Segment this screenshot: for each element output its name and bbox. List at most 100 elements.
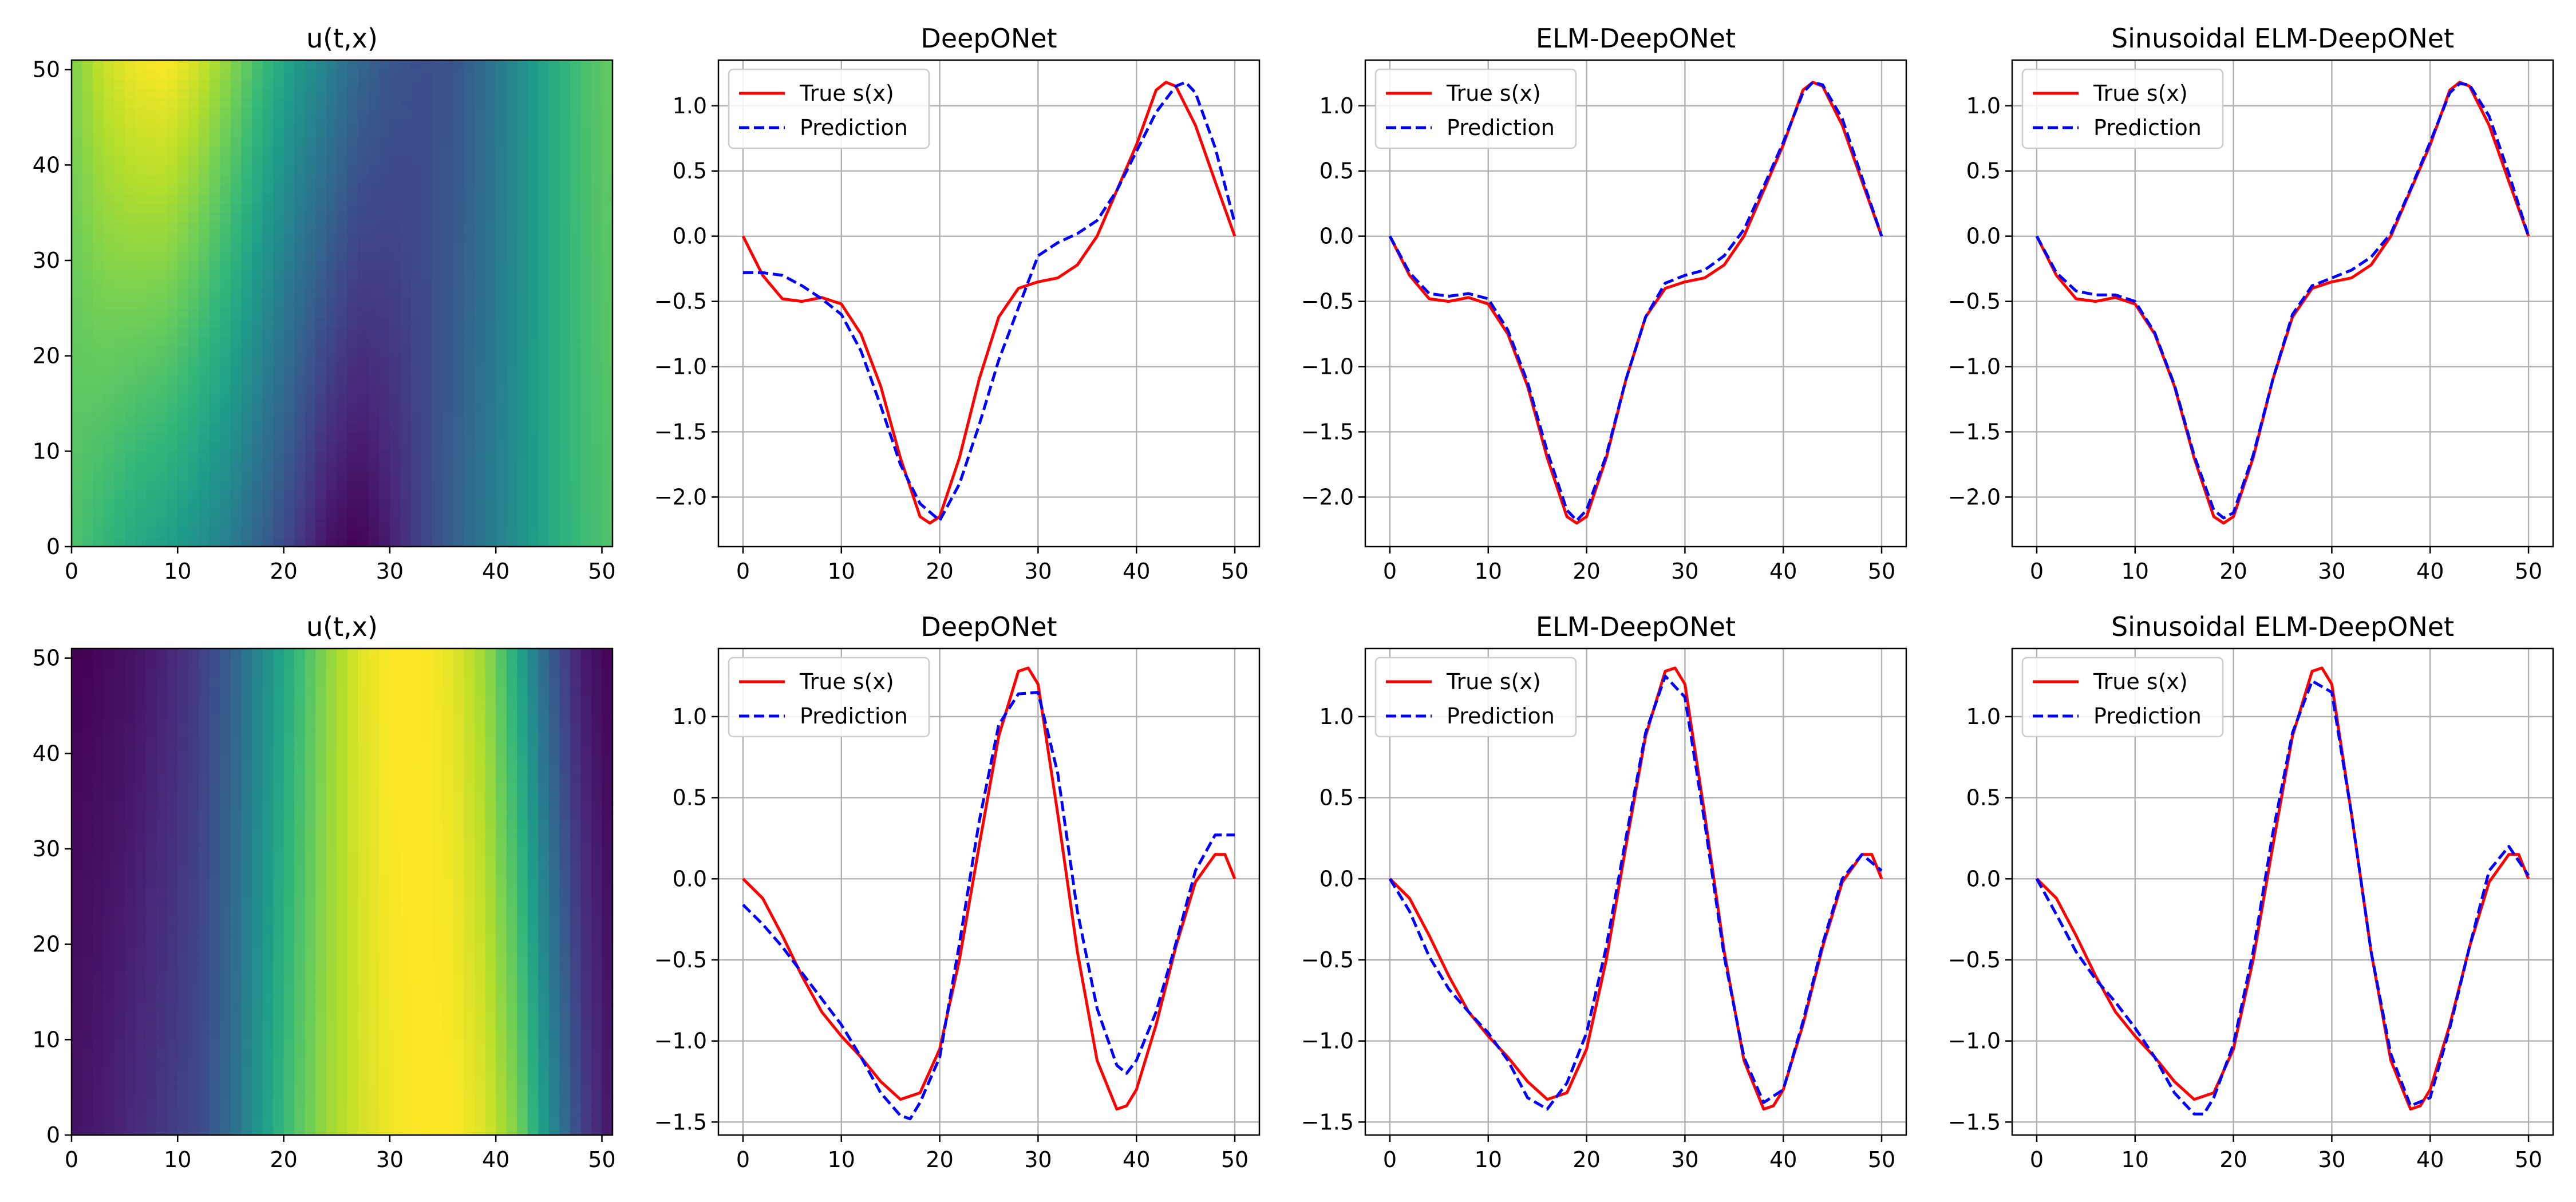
- heatmap-cell: [72, 413, 83, 424]
- heatmap-cell: [209, 1001, 221, 1012]
- heatmap-cell: [145, 1087, 157, 1098]
- heatmap-cell: [442, 384, 454, 395]
- heatmap-cell: [358, 954, 369, 964]
- heatmap-cell: [177, 413, 189, 424]
- heatmap-cell: [262, 829, 274, 840]
- heatmap-cell: [591, 346, 603, 357]
- heatmap-cell: [103, 355, 114, 366]
- y-tick-label: −2.0: [654, 484, 707, 509]
- heatmap-cell: [496, 829, 507, 840]
- heatmap-cell: [517, 98, 528, 109]
- heatmap-cell: [209, 126, 221, 137]
- heatmap-cell: [538, 117, 550, 128]
- heatmap-cell: [241, 175, 252, 185]
- heatmap-cell: [326, 1021, 338, 1031]
- heatmap-cell: [358, 792, 369, 802]
- heatmap-cell: [421, 337, 433, 347]
- heatmap-cell: [103, 810, 114, 821]
- heatmap-cell: [337, 375, 348, 385]
- heatmap-cell: [230, 1125, 242, 1136]
- heatmap-cell: [209, 877, 221, 888]
- heatmap-cell: [82, 527, 93, 538]
- heatmap-cell: [379, 260, 390, 271]
- heatmap-cell: [220, 470, 231, 481]
- heatmap-cell: [124, 508, 136, 519]
- heatmap-cell: [410, 537, 422, 547]
- heatmap-cell: [188, 1030, 200, 1041]
- heatmap-cell: [400, 346, 412, 357]
- heatmap-cell: [135, 136, 147, 147]
- heatmap-cell: [464, 413, 475, 424]
- heatmap-cell: [199, 954, 210, 964]
- heatmap-cell: [368, 829, 380, 840]
- heatmap-cell: [442, 858, 454, 869]
- heatmap-cell: [506, 489, 518, 500]
- heatmap-cell: [464, 165, 475, 175]
- heatmap-cell: [475, 896, 486, 907]
- heatmap-cell: [103, 384, 114, 395]
- heatmap-cell: [220, 260, 231, 271]
- heatmap-cell: [82, 422, 93, 433]
- heatmap-cell: [326, 212, 338, 223]
- heatmap-cell: [177, 982, 189, 993]
- heatmap-cell: [230, 289, 242, 299]
- heatmap-cell: [145, 829, 157, 840]
- heatmap-cell: [538, 763, 550, 773]
- heatmap-cell: [82, 820, 93, 831]
- heatmap-cell: [188, 394, 200, 404]
- heatmap-cell: [538, 136, 550, 147]
- heatmap-cell: [496, 935, 507, 945]
- heatmap-cell: [156, 327, 168, 338]
- heatmap-cell: [145, 537, 157, 547]
- heatmap-cell: [199, 1116, 210, 1126]
- heatmap-cell: [156, 518, 168, 528]
- heatmap-cell: [209, 972, 221, 983]
- heatmap-cell: [570, 432, 582, 442]
- heatmap-cell: [368, 734, 380, 745]
- heatmap-cell: [475, 232, 486, 242]
- heatmap-cell: [421, 222, 433, 232]
- heatmap-cell: [506, 193, 518, 204]
- heatmap-cell: [241, 820, 252, 831]
- heatmap-cell: [315, 537, 327, 547]
- heatmap-cell: [177, 60, 189, 70]
- heatmap-cell: [527, 1078, 539, 1088]
- heatmap-cell: [199, 327, 210, 338]
- heatmap-cell: [485, 915, 496, 926]
- heatmap-cell: [103, 146, 114, 156]
- heatmap-cell: [548, 744, 560, 754]
- heatmap-cell: [230, 753, 242, 764]
- heatmap-cell: [591, 355, 603, 366]
- heatmap-cell: [262, 155, 274, 166]
- heatmap-cell: [145, 935, 157, 945]
- heatmap-cell: [167, 384, 179, 395]
- y-tick-label: −1.5: [1948, 419, 2001, 444]
- heatmap-cell: [72, 992, 83, 1002]
- heatmap-cell: [124, 849, 136, 859]
- heatmap-cell: [538, 451, 550, 461]
- heatmap-cell: [517, 346, 528, 357]
- heatmap-cell: [548, 537, 560, 547]
- heatmap-cell: [602, 1039, 613, 1050]
- heatmap-cell: [410, 203, 422, 213]
- heatmap-cell: [230, 432, 242, 442]
- heatmap-cell: [496, 925, 507, 935]
- heatmap-cell: [167, 308, 179, 318]
- heatmap-cell: [72, 763, 83, 773]
- heatmap-cell: [305, 820, 316, 831]
- heatmap-cell: [124, 772, 136, 783]
- heatmap-cell: [273, 1021, 285, 1031]
- heatmap-cell: [294, 89, 306, 99]
- heatmap-cell: [570, 1049, 582, 1059]
- heatmap-cell: [135, 251, 147, 261]
- heatmap-cell: [156, 337, 168, 347]
- heatmap-cell: [241, 801, 252, 812]
- heatmap-cell: [602, 1049, 613, 1059]
- heatmap-cell: [559, 1125, 571, 1136]
- heatmap-cell: [252, 146, 263, 156]
- heatmap-cell: [602, 298, 613, 309]
- heatmap-cell: [145, 98, 157, 109]
- heatmap-cell: [442, 470, 454, 481]
- heatmap-cell: [400, 1039, 412, 1050]
- heatmap-cell: [135, 792, 147, 802]
